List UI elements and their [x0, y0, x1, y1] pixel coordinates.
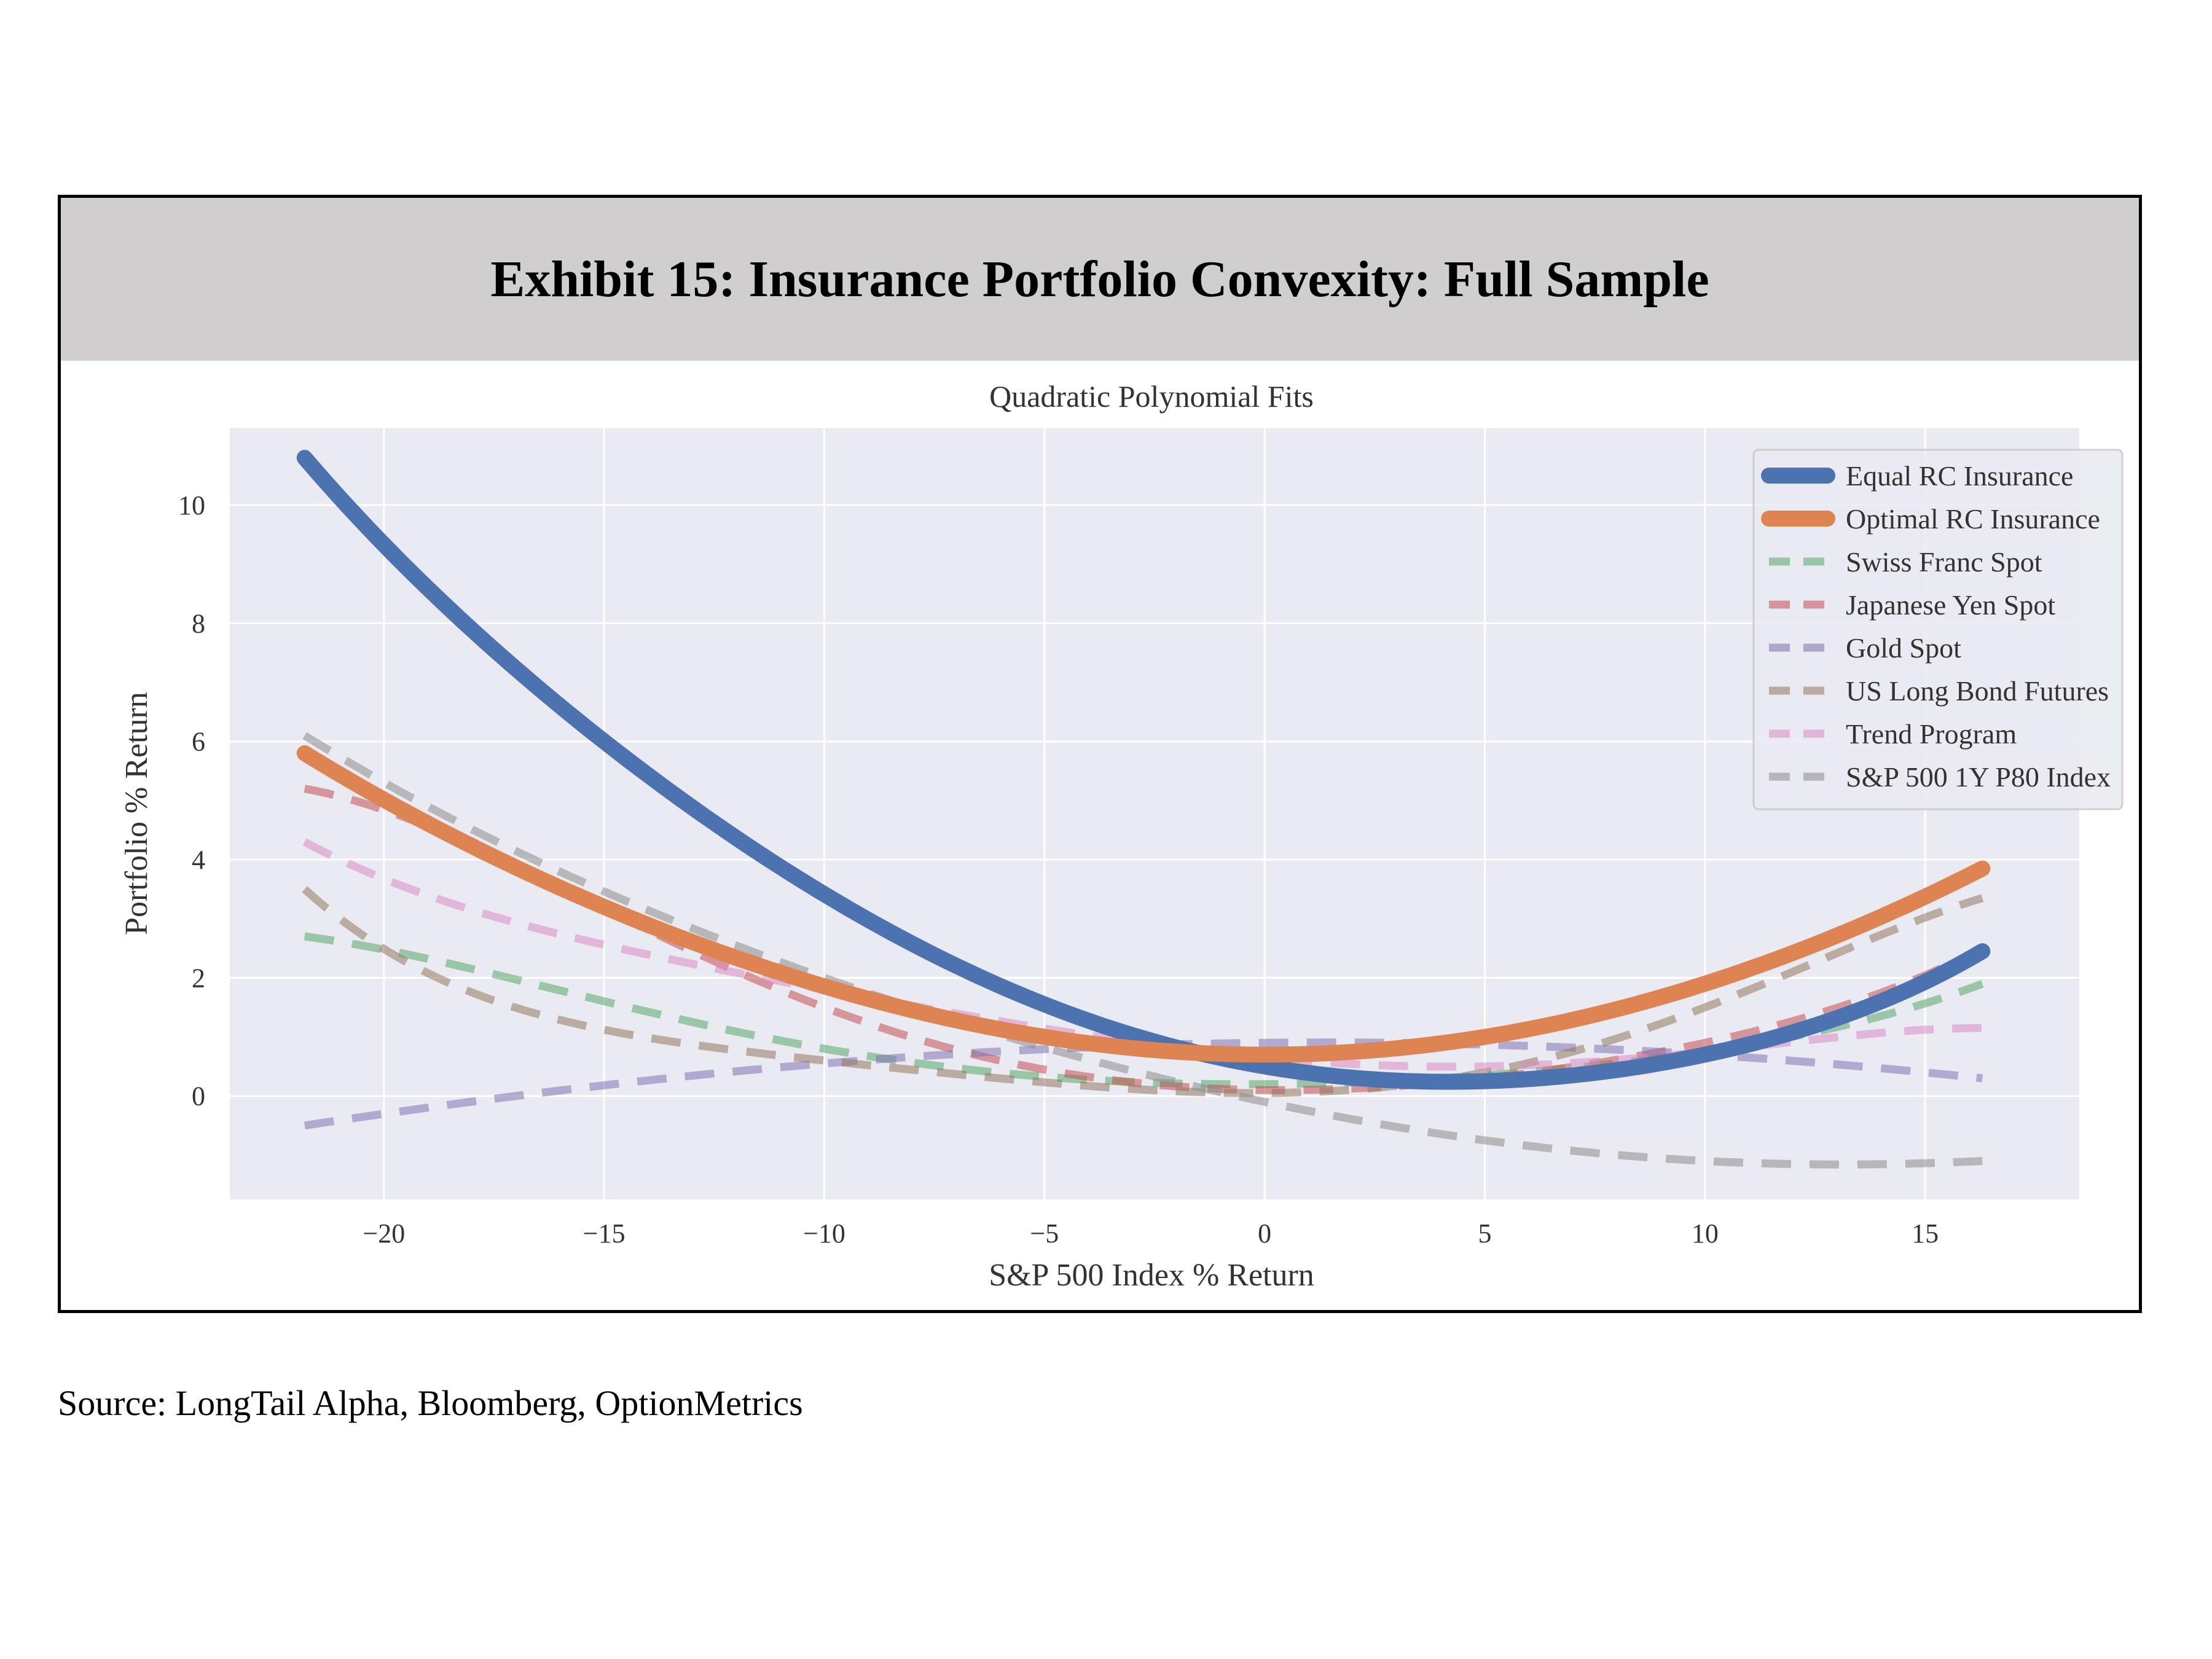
legend-label: US Long Bond Futures [1846, 675, 2109, 707]
y-tick-label: 2 [192, 963, 205, 993]
y-tick-label: 0 [192, 1081, 205, 1112]
legend-label: Equal RC Insurance [1846, 460, 2073, 492]
series-line-equal-rc-insurance [296, 450, 1991, 1090]
legend-label: Swiss Franc Spot [1846, 546, 2042, 578]
legend-label: Japanese Yen Spot [1846, 589, 2055, 621]
x-tick-label: 5 [1478, 1218, 1492, 1249]
legend-label: Optimal RC Insurance [1846, 503, 2100, 535]
series-line-optimal-rc-insurance [296, 745, 1991, 1063]
exhibit-header: Exhibit 15: Insurance Portfolio Convexit… [61, 198, 2139, 361]
x-tick-label: −10 [803, 1218, 845, 1249]
legend-label: Gold Spot [1846, 632, 1961, 664]
x-tick-label: 15 [1912, 1218, 1939, 1249]
legend-box [1752, 449, 2124, 810]
chart: Quadratic Polynomial Fits −20 −15 −10 −5 0 5 1… [119, 379, 2124, 1293]
y-tick-label: 4 [192, 845, 205, 875]
y-tick-label: 10 [178, 490, 205, 520]
series-line-s-p-500-1y-p80-index [302, 732, 1983, 1169]
x-axis-label: S&P 500 Index % Return [989, 1258, 1314, 1293]
x-tick-label: 10 [1692, 1218, 1719, 1249]
y-tick-label: 8 [192, 608, 205, 638]
series-line-us-long-bond-futures [302, 886, 1984, 1097]
source-note: Source: LongTail Alpha, Bloomberg, Optio… [58, 1383, 803, 1423]
exhibit-title: Exhibit 15: Insurance Portfolio Convexit… [490, 251, 1709, 308]
y-axis-label: Portfolio % Return [119, 692, 154, 935]
x-tick-label: −15 [583, 1218, 626, 1249]
x-tick-label: −5 [1030, 1218, 1059, 1249]
x-tick-label: 0 [1258, 1218, 1271, 1249]
legend-label: Trend Program [1846, 718, 2017, 750]
legend: Equal RC Insurance Optimal RC Insurance Sw… [1752, 449, 2124, 810]
y-tick-label: 6 [192, 727, 205, 757]
x-tick-label: −20 [363, 1218, 405, 1249]
series-lines [296, 450, 1991, 1169]
tick-labels: −20 −15 −10 −5 0 5 10 15 0 2 4 6 8 10 [178, 490, 1939, 1249]
exhibit-frame: Exhibit 15: Insurance Portfolio Convexit… [58, 195, 2142, 1313]
legend-label: S&P 500 1Y P80 Index [1846, 761, 2111, 793]
chart-title: Quadratic Polynomial Fits [989, 379, 1314, 414]
